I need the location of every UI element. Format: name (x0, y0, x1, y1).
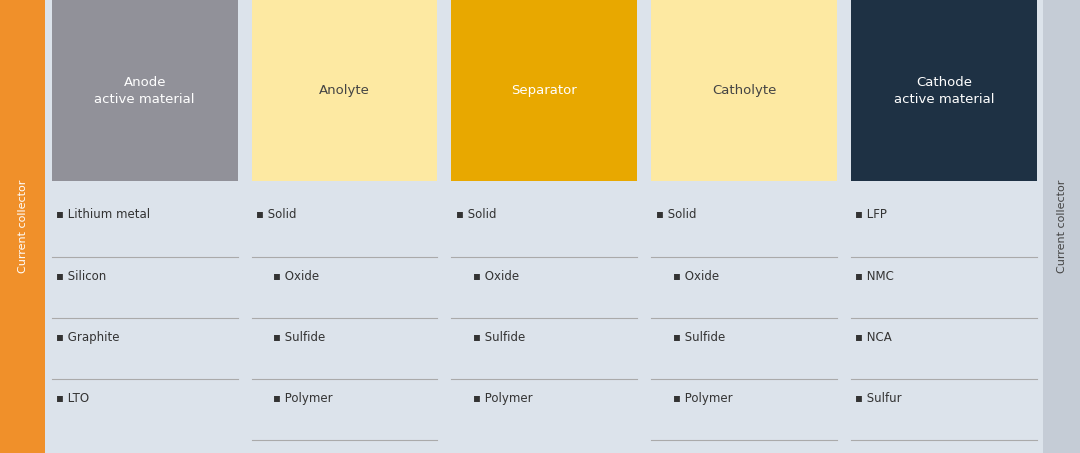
Text: ▪ Sulfide: ▪ Sulfide (473, 331, 525, 344)
Text: ▪ LFP: ▪ LFP (855, 208, 888, 222)
Text: ▪ Oxide: ▪ Oxide (273, 270, 320, 283)
Text: ▪ Polymer: ▪ Polymer (473, 392, 532, 405)
Bar (0, 0, 45, 453)
Text: ▪ Polymer: ▪ Polymer (273, 392, 333, 405)
Bar (1043, 0, 1080, 453)
Text: ▪ Solid: ▪ Solid (656, 208, 696, 222)
Text: ▪ Sulfide: ▪ Sulfide (673, 331, 725, 344)
Text: Anode
active material: Anode active material (94, 76, 195, 106)
Text: Anolyte: Anolyte (319, 84, 370, 97)
Text: ▪ Graphite: ▪ Graphite (56, 331, 120, 344)
Text: ▪ Sulfide: ▪ Sulfide (273, 331, 325, 344)
Text: Current collector: Current collector (17, 180, 28, 273)
Text: ▪ Silicon: ▪ Silicon (56, 270, 107, 283)
Text: ▪ Oxide: ▪ Oxide (673, 270, 719, 283)
Bar (651, 0, 837, 181)
Text: ▪ Oxide: ▪ Oxide (473, 270, 519, 283)
Text: ▪ NCA: ▪ NCA (855, 331, 892, 344)
Bar (851, 0, 1037, 181)
Text: Separator: Separator (512, 84, 577, 97)
Text: ▪ LTO: ▪ LTO (56, 392, 90, 405)
Text: ▪ Solid: ▪ Solid (456, 208, 497, 222)
Text: Current collector: Current collector (1056, 180, 1067, 273)
Text: ▪ Lithium metal: ▪ Lithium metal (56, 208, 150, 222)
Text: ▪ Solid: ▪ Solid (256, 208, 296, 222)
Text: Catholyte: Catholyte (712, 84, 777, 97)
Text: ▪ NMC: ▪ NMC (855, 270, 894, 283)
Text: ▪ Polymer: ▪ Polymer (673, 392, 732, 405)
Bar (451, 0, 637, 181)
Text: ▪ Sulfur: ▪ Sulfur (855, 392, 902, 405)
Bar (252, 0, 437, 181)
Text: Cathode
active material: Cathode active material (893, 76, 995, 106)
Bar (52, 0, 238, 181)
